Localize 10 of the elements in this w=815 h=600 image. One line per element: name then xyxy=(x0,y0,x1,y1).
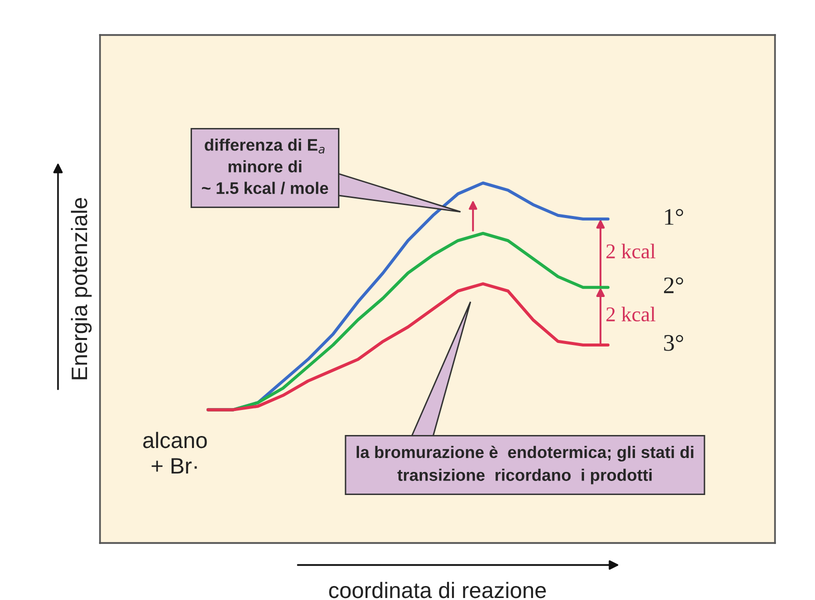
annotation: la bromurazione è endotermica; gli stati di transizione ricordano i prodotti xyxy=(356,446,694,484)
x-axis-title: coordinata di reazione xyxy=(329,582,546,598)
annotation: 2 kcal xyxy=(606,306,656,322)
text: 3° xyxy=(664,334,684,351)
text: 2° xyxy=(664,277,684,294)
y-axis-title: Energia potenziale xyxy=(70,198,92,380)
text: 1° xyxy=(665,208,684,225)
annotation: 2 kcal xyxy=(606,244,656,258)
annotation: alcano + Br· xyxy=(143,432,207,474)
text: differenza di E$_{a}$ minore di ~ 1.5 kcal / mole xyxy=(202,138,328,194)
